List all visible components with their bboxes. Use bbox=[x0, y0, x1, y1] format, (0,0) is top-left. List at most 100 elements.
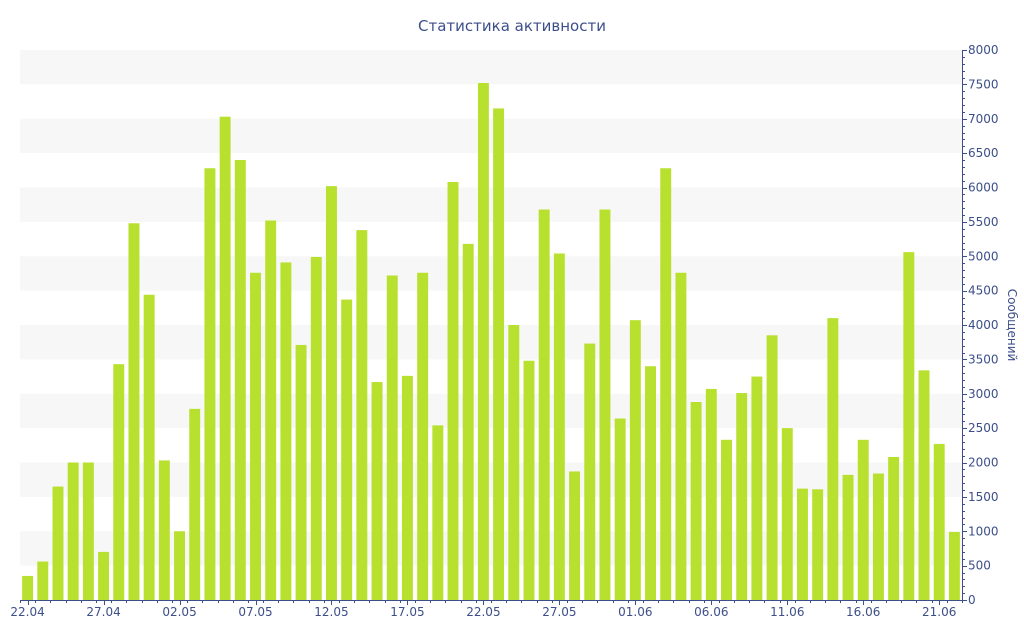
bar bbox=[872, 473, 884, 600]
y-tick-label: 4000 bbox=[968, 318, 999, 332]
bar bbox=[158, 460, 170, 600]
bar bbox=[751, 376, 763, 600]
x-tick-label: 11.06 bbox=[770, 605, 804, 619]
y-tick-label: 5500 bbox=[968, 215, 999, 229]
bar bbox=[903, 252, 915, 600]
y-tick-label: 0 bbox=[968, 593, 976, 607]
x-tick-label: 16.06 bbox=[846, 605, 880, 619]
grid-band bbox=[20, 50, 962, 85]
bar bbox=[174, 531, 186, 600]
y-tick-label: 6500 bbox=[968, 146, 999, 160]
bar bbox=[538, 209, 550, 600]
bar bbox=[386, 275, 398, 600]
bar bbox=[614, 418, 626, 600]
bar bbox=[705, 388, 717, 600]
bar bbox=[128, 223, 140, 600]
y-tick-label: 8000 bbox=[968, 43, 999, 57]
bar bbox=[67, 462, 79, 600]
bar bbox=[432, 425, 444, 600]
grid-band bbox=[20, 256, 962, 291]
bar bbox=[280, 262, 292, 600]
x-tick-label: 12.05 bbox=[314, 605, 348, 619]
x-tick-label: 02.05 bbox=[162, 605, 196, 619]
bar bbox=[629, 320, 641, 600]
bar bbox=[933, 443, 945, 600]
bar bbox=[645, 366, 657, 600]
x-tick-label: 01.06 bbox=[618, 605, 652, 619]
bar bbox=[690, 402, 702, 600]
bar bbox=[766, 335, 778, 600]
bar bbox=[781, 428, 793, 600]
grid-band bbox=[20, 118, 962, 154]
grid-band bbox=[20, 393, 962, 429]
bar bbox=[325, 186, 337, 600]
y-tick-label: 2500 bbox=[968, 421, 999, 435]
bar bbox=[462, 243, 474, 600]
y-tick-label: 3000 bbox=[968, 387, 999, 401]
y-tick-label: 3500 bbox=[968, 352, 999, 366]
bar bbox=[736, 393, 748, 600]
bar bbox=[721, 439, 732, 600]
y-tick-label: 2000 bbox=[968, 456, 999, 470]
bar bbox=[796, 488, 808, 600]
grid-band bbox=[20, 187, 962, 222]
y-tick-label: 1000 bbox=[968, 524, 999, 538]
x-tick-label: 27.04 bbox=[86, 605, 120, 619]
bar bbox=[675, 272, 687, 600]
bar bbox=[113, 364, 125, 600]
axes bbox=[20, 50, 967, 605]
bar bbox=[371, 382, 383, 600]
bar bbox=[857, 439, 869, 600]
bar bbox=[22, 575, 34, 600]
y-tick-label: 500 bbox=[968, 559, 991, 573]
bar bbox=[265, 220, 277, 600]
y-tick-label: 6000 bbox=[968, 181, 999, 195]
bar bbox=[204, 168, 216, 600]
bar bbox=[219, 116, 231, 600]
y-tick-label: 4500 bbox=[968, 284, 999, 298]
y-tick-label: 7500 bbox=[968, 77, 999, 91]
x-tick-label: 27.05 bbox=[542, 605, 576, 619]
grid-bands bbox=[20, 50, 962, 566]
tick-labels: 0 500 1000 1500 2000 2500 3000 3500 4000 4500 5000… bbox=[10, 43, 998, 619]
bar bbox=[508, 325, 520, 600]
x-tick-label: 21.06 bbox=[922, 605, 956, 619]
bar bbox=[584, 343, 596, 600]
x-tick-label: 17.05 bbox=[390, 605, 424, 619]
grid-band bbox=[20, 325, 962, 360]
y-tick-label: 1500 bbox=[968, 490, 999, 504]
y-tick-label: 5000 bbox=[968, 249, 999, 263]
bar bbox=[82, 462, 94, 600]
x-tick-label: 22.04 bbox=[10, 605, 44, 619]
bar bbox=[37, 561, 49, 600]
x-tick-label: 22.05 bbox=[466, 605, 500, 619]
bar bbox=[310, 256, 322, 600]
y-axis-title: Сообщений bbox=[1005, 289, 1019, 362]
x-tick-label: 06.06 bbox=[694, 605, 728, 619]
bar bbox=[553, 253, 565, 600]
bar bbox=[827, 318, 839, 600]
chart-title: Статистика активности bbox=[418, 17, 606, 35]
bar bbox=[477, 83, 489, 600]
bar bbox=[888, 457, 900, 600]
bar bbox=[189, 408, 201, 600]
bar bbox=[401, 375, 413, 600]
bar bbox=[599, 209, 611, 600]
bar bbox=[143, 294, 155, 600]
x-tick-label: 07.05 bbox=[238, 605, 272, 619]
bar bbox=[52, 486, 64, 600]
bar bbox=[447, 182, 459, 600]
bar bbox=[356, 230, 368, 600]
bar bbox=[523, 360, 535, 600]
bar bbox=[493, 108, 505, 600]
bar bbox=[417, 272, 429, 600]
bar bbox=[295, 344, 307, 600]
bar bbox=[918, 370, 930, 600]
bar bbox=[341, 299, 353, 600]
bar bbox=[660, 168, 672, 600]
y-tick-label: 7000 bbox=[968, 112, 999, 126]
bar bbox=[948, 531, 960, 600]
bar bbox=[98, 551, 110, 600]
